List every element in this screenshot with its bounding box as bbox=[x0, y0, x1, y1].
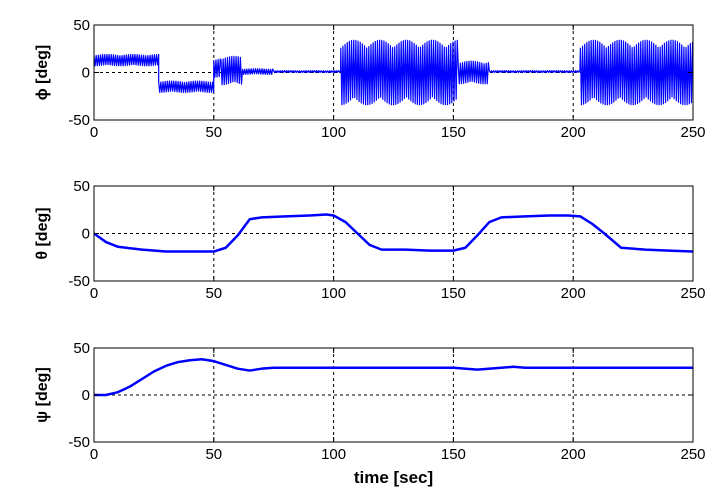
theta-xtick-label: 200 bbox=[561, 285, 586, 302]
theta-data-line bbox=[93, 213, 694, 253]
theta-xtick-label: 100 bbox=[321, 285, 346, 302]
phi-xtick-label: 150 bbox=[441, 124, 466, 141]
psi-ytick-label: 0 bbox=[82, 387, 90, 404]
psi-xtick-label: 150 bbox=[441, 446, 466, 463]
theta-xtick-label: 250 bbox=[680, 285, 705, 302]
psi-data-line bbox=[94, 358, 693, 397]
theta-xtick-label: 150 bbox=[441, 285, 466, 302]
phi-ytick-label: 50 bbox=[73, 17, 90, 34]
phi-data-line bbox=[93, 39, 694, 106]
phi-xtick-label: 100 bbox=[321, 124, 346, 141]
phi-ytick-label: -50 bbox=[68, 112, 90, 129]
phi-xtick-label: 0 bbox=[90, 124, 98, 141]
psi-xlabel: time [sec] bbox=[354, 468, 433, 487]
phi-xtick-label: 50 bbox=[205, 124, 222, 141]
theta-ytick-label: 50 bbox=[73, 178, 90, 195]
phi-xtick-label: 250 bbox=[680, 124, 705, 141]
theta-xtick-label: 50 bbox=[205, 285, 222, 302]
theta-ytick-label: 0 bbox=[82, 226, 90, 243]
psi-xtick-label: 100 bbox=[321, 446, 346, 463]
theta-ylabel: θ [deg] bbox=[34, 207, 51, 259]
psi-xtick-label: 200 bbox=[561, 446, 586, 463]
psi-xtick-label: 0 bbox=[90, 446, 98, 463]
theta-xtick-label: 0 bbox=[90, 285, 98, 302]
psi-xtick-label: 250 bbox=[680, 446, 705, 463]
phi-ylabel: ϕ [deg] bbox=[34, 45, 51, 101]
psi-xtick-label: 50 bbox=[205, 446, 222, 463]
psi-ytick-label: 50 bbox=[73, 340, 90, 357]
psi-ylabel: ψ [deg] bbox=[34, 367, 51, 423]
psi-ytick-label: -50 bbox=[68, 434, 90, 451]
phi-ytick-label: 0 bbox=[82, 65, 90, 82]
phi-xtick-label: 200 bbox=[561, 124, 586, 141]
theta-ytick-label: -50 bbox=[68, 273, 90, 290]
